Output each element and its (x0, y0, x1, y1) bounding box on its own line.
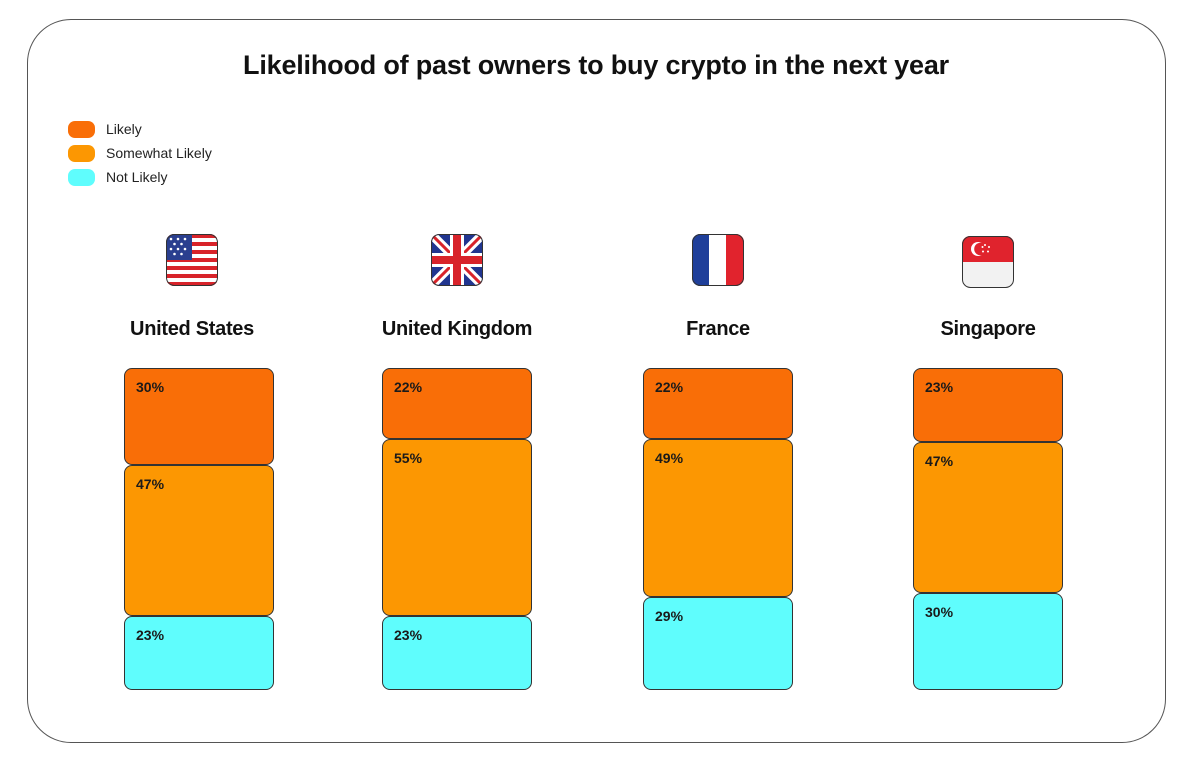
singapore-flag-icon (962, 236, 1014, 288)
bar-segment-not-likely: 29% (643, 596, 793, 690)
bar-segment-not-likely: 23% (382, 615, 532, 690)
bar-value-label: 23% (136, 626, 165, 643)
bar-value-label: 47% (136, 475, 165, 492)
bar-segment-likely: 22% (643, 368, 793, 439)
bar-value-label: 22% (394, 379, 423, 395)
bar-segment-somewhat-likely: 47% (124, 464, 274, 616)
country-name-singapore: Singapore (940, 318, 1036, 340)
legend-swatch-not-likely (68, 168, 95, 186)
bar-value-label: 22% (655, 379, 684, 395)
bar-segment-likely: 23% (913, 368, 1063, 443)
country-name-united-states: United States (130, 318, 254, 340)
bar-value-label: 30% (136, 379, 165, 395)
bar-france: 22% 49% 29% (643, 368, 793, 690)
bar-singapore: 23% 47% 30% (913, 368, 1063, 690)
bar-value-label: 23% (394, 626, 423, 643)
uk-flag-icon (431, 234, 483, 286)
chart-title: Likelihood of past owners to buy crypto … (243, 50, 949, 80)
country-name-france: France (686, 318, 750, 340)
bar-segment-somewhat-likely: 55% (382, 438, 532, 616)
legend-label: Likely (106, 121, 142, 137)
bar-segment-not-likely: 30% (913, 593, 1063, 690)
bar-value-label: 30% (925, 604, 954, 621)
legend-label: Somewhat Likely (106, 145, 212, 161)
bar-value-label: 47% (925, 453, 954, 470)
bar-segment-not-likely: 23% (124, 615, 274, 690)
legend-swatch-somewhat-likely (68, 144, 95, 162)
bar-segment-likely: 30% (124, 368, 274, 465)
bar-segment-somewhat-likely: 49% (643, 438, 793, 597)
us-flag-icon (166, 234, 218, 286)
legend-item-somewhat-likely: Somewhat Likely (68, 141, 212, 165)
bar-segment-likely: 22% (382, 368, 532, 439)
bar-value-label: 55% (394, 449, 423, 466)
legend-item-likely: Likely (68, 117, 212, 141)
bar-united-states: 30% 47% 23% (124, 368, 274, 690)
legend-label: Not Likely (106, 169, 168, 185)
bar-value-label: 49% (655, 449, 684, 466)
france-flag-icon (692, 234, 744, 286)
legend-item-not-likely: Not Likely (68, 165, 212, 189)
bar-value-label: 23% (925, 379, 954, 395)
bar-segment-somewhat-likely: 47% (913, 442, 1063, 594)
bar-value-label: 29% (655, 607, 684, 624)
bar-united-kingdom: 22% 55% 23% (382, 368, 532, 690)
legend-swatch-likely (68, 120, 95, 138)
country-name-united-kingdom: United Kingdom (381, 318, 533, 340)
chart-legend: Likely Somewhat Likely Not Likely (68, 117, 212, 189)
